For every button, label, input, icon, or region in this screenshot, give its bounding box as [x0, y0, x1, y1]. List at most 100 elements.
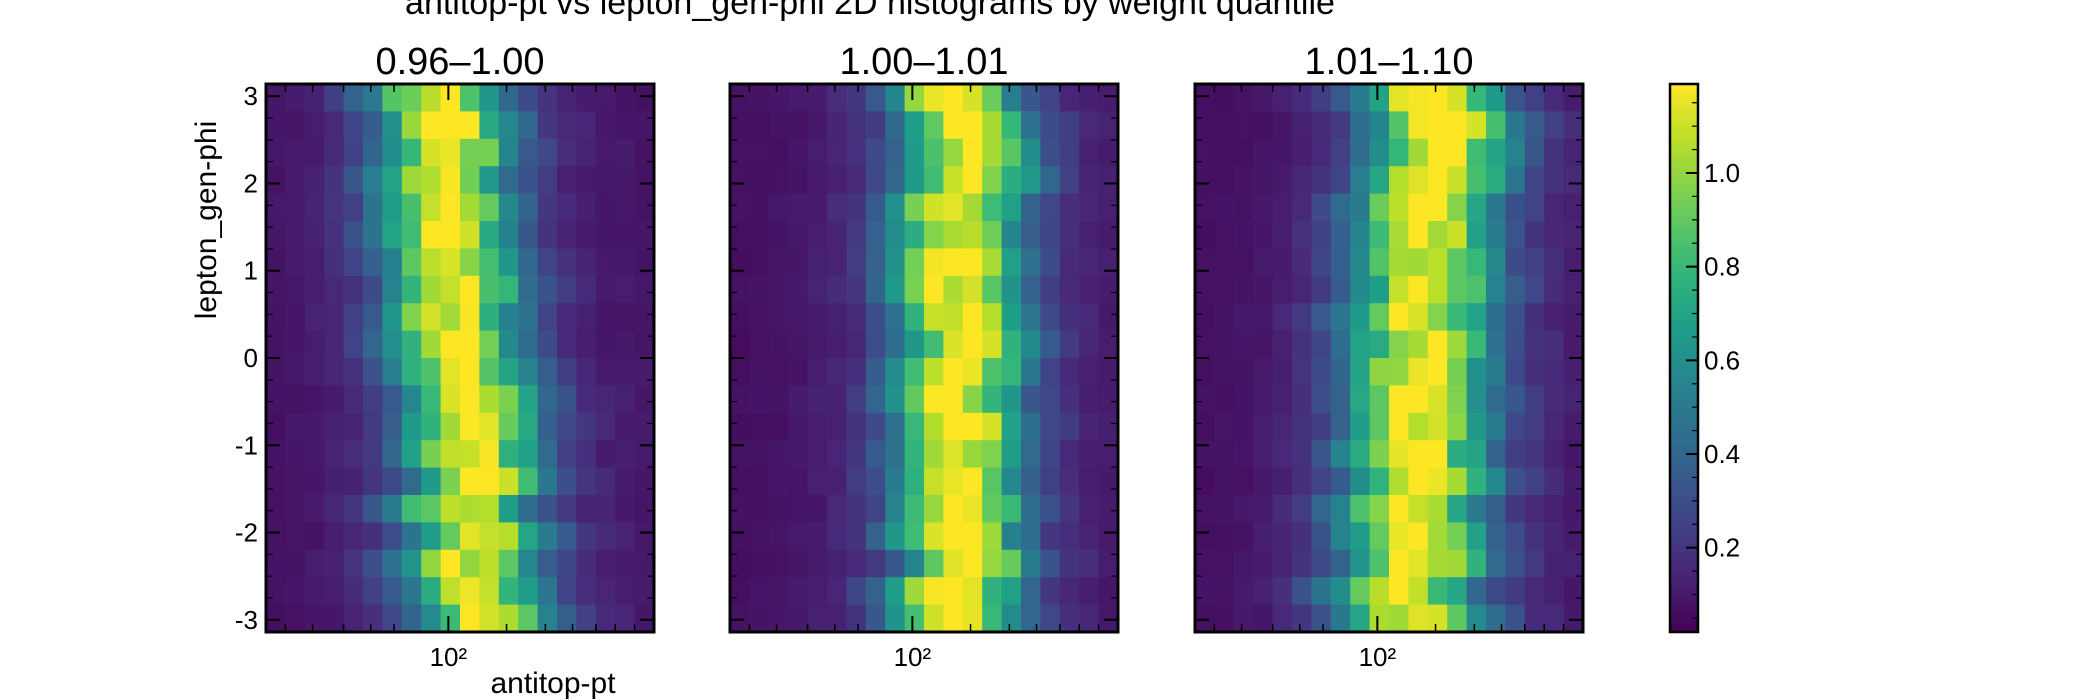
- heatmap-cell: [788, 385, 809, 414]
- heatmap-cell: [788, 166, 809, 195]
- heatmap-cell: [1079, 330, 1100, 359]
- heatmap-cell: [885, 604, 906, 633]
- heatmap-cell: [1544, 248, 1565, 277]
- heatmap-cell: [924, 166, 944, 195]
- heatmap-cell: [1098, 495, 1119, 523]
- heatmap-cell: [1253, 440, 1274, 469]
- heatmap-cell: [1311, 467, 1332, 496]
- heatmap-cell: [479, 358, 500, 386]
- heatmap-cell: [865, 549, 886, 578]
- heatmap-cell: [730, 412, 750, 441]
- heatmap-cell: [807, 221, 828, 249]
- heatmap-cell: [1001, 358, 1022, 386]
- heatmap-cell: [768, 577, 789, 606]
- heatmap-cell: [749, 412, 770, 441]
- heatmap-cell: [1447, 385, 1468, 414]
- heatmap-cell: [1233, 138, 1254, 167]
- heatmap-cell: [962, 111, 983, 140]
- heatmap-cell: [1021, 358, 1041, 386]
- heatmap-cell: [924, 577, 944, 606]
- heatmap-cell: [1505, 549, 1526, 578]
- heatmap-cell: [518, 111, 539, 140]
- heatmap-panel-2: 10² 1.00–1.01: [728, 41, 1120, 672]
- heatmap-cell: [1544, 330, 1565, 359]
- heatmap-cell: [460, 111, 480, 140]
- heatmap-cell: [924, 221, 944, 249]
- heatmap-cell: [440, 467, 461, 496]
- heatmap-cell: [1330, 303, 1351, 332]
- heatmap-cell: [343, 275, 364, 304]
- heatmap-cell: [924, 358, 944, 386]
- heatmap-cell: [1563, 467, 1584, 496]
- heatmap-cell: [1040, 467, 1061, 496]
- heatmap-cell: [749, 275, 770, 304]
- heatmap-cell: [1486, 440, 1506, 469]
- heatmap-cell: [1311, 303, 1332, 332]
- heatmap-cell: [1001, 467, 1022, 496]
- heatmap-cell: [1311, 330, 1332, 359]
- heatmap-cell: [1059, 111, 1080, 140]
- heatmap-cell: [885, 549, 906, 578]
- heatmap-cell: [537, 221, 558, 249]
- heatmap-cell: [421, 522, 442, 551]
- heatmap-cell: [788, 577, 809, 606]
- heatmap-cell: [1059, 549, 1080, 578]
- heatmap-cell: [1427, 549, 1448, 578]
- heatmap-cell: [576, 495, 597, 523]
- heatmap-cell: [1369, 248, 1390, 277]
- heatmap-cell: [730, 275, 750, 304]
- heatmap-cell: [1389, 275, 1409, 304]
- heatmap-cell: [518, 358, 539, 386]
- heatmap-cell: [1272, 549, 1293, 578]
- heatmap-cell: [1233, 330, 1254, 359]
- heatmap-cell: [1389, 303, 1409, 332]
- heatmap-cell: [1021, 221, 1041, 249]
- heatmap-cell: [1408, 166, 1429, 195]
- heatmap-cell: [518, 440, 539, 469]
- heatmap-cell: [962, 138, 983, 167]
- heatmap-cell: [615, 385, 636, 414]
- heatmap-cell: [324, 467, 345, 496]
- heatmap-cell: [1466, 495, 1487, 523]
- heatmap-cell: [1214, 138, 1235, 167]
- heatmap-cell: [1408, 440, 1429, 469]
- heatmap-cell: [266, 138, 286, 167]
- heatmap-cell: [440, 248, 461, 277]
- heatmap-cell: [885, 467, 906, 496]
- heatmap-cell: [904, 440, 925, 469]
- heatmap-cell: [1079, 467, 1100, 496]
- heatmap-cell: [1098, 440, 1119, 469]
- heatmap-cell: [1214, 412, 1235, 441]
- heatmap-cell: [343, 412, 364, 441]
- heatmap-cell: [440, 412, 461, 441]
- heatmap-cell: [557, 440, 577, 469]
- heatmap-cell: [266, 549, 286, 578]
- heatmap-cell: [634, 577, 655, 606]
- heatmap-cell: [479, 577, 500, 606]
- heatmap-cell: [1079, 193, 1100, 222]
- heatmap-cell: [1505, 467, 1526, 496]
- heatmap-cell: [479, 166, 500, 195]
- heatmap-cell: [1563, 303, 1584, 332]
- heatmap-cell: [943, 138, 964, 167]
- heatmap-cell: [304, 303, 325, 332]
- heatmap-cell: [846, 440, 867, 469]
- heatmap-cell: [343, 166, 364, 195]
- heatmap-cell: [904, 358, 925, 386]
- heatmap-cell: [1040, 385, 1061, 414]
- heatmap-cell: [1272, 495, 1293, 523]
- heatmap-cell: [1292, 138, 1312, 167]
- heatmap-cell: [266, 303, 286, 332]
- heatmap-cell: [479, 248, 500, 277]
- heatmap-cell: [807, 166, 828, 195]
- heatmap-cell: [304, 495, 325, 523]
- heatmap-cell: [595, 84, 616, 112]
- heatmap-cell: [382, 467, 403, 496]
- heatmap-cell: [401, 385, 422, 414]
- heatmap-cell: [943, 303, 964, 332]
- heatmap-cell: [982, 193, 1003, 222]
- heatmap-cell: [401, 84, 422, 112]
- heatmap-cell: [1001, 604, 1022, 633]
- heatmap-cell: [1079, 221, 1100, 249]
- heatmap-cell: [1427, 330, 1448, 359]
